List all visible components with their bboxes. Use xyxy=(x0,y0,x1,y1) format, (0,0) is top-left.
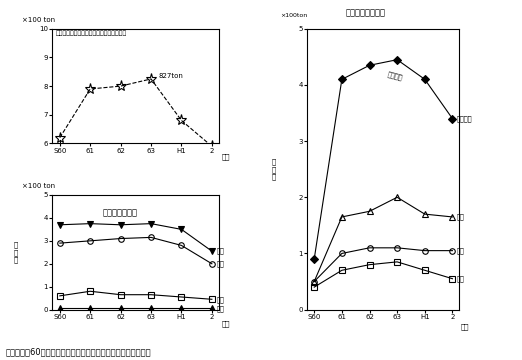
Text: 日本海岸: 日本海岸 xyxy=(457,115,472,122)
Text: 道計: 道計 xyxy=(217,248,224,255)
Text: 岐阜: 岐阜 xyxy=(457,213,465,220)
Text: 年次: 年次 xyxy=(221,154,230,161)
Text: ×100 ton: ×100 ton xyxy=(22,183,55,189)
Text: エゾバフンウニとキタムラサキウニの合計: エゾバフンウニとキタムラサキウニの合計 xyxy=(55,30,127,36)
Text: キタムラサキウニ: キタムラサキウニ xyxy=(346,9,385,18)
Text: 北季: 北季 xyxy=(457,275,465,282)
Text: 年次: 年次 xyxy=(461,323,469,330)
Text: 北計: 北計 xyxy=(217,260,224,267)
Text: 北季: 北季 xyxy=(217,296,224,303)
Text: 図３　昭和60年からのウニ漁獲量の推移（北海道現勢による）: 図３ 昭和60年からのウニ漁獲量の推移（北海道現勢による） xyxy=(5,347,151,356)
Text: 年次: 年次 xyxy=(221,320,230,327)
Text: 漁
獲
量: 漁 獲 量 xyxy=(13,241,18,263)
Text: 北系: 北系 xyxy=(457,247,465,254)
Text: 道系: 道系 xyxy=(217,305,224,312)
Text: 日本海岸: 日本海岸 xyxy=(386,71,403,81)
Text: ×100ton: ×100ton xyxy=(280,13,307,18)
Text: エゾバフンウニ: エゾバフンウニ xyxy=(102,209,137,218)
Text: ×100 ton: ×100 ton xyxy=(22,17,55,23)
Text: 漁
獲
量: 漁 獲 量 xyxy=(272,158,276,180)
Text: 827ton: 827ton xyxy=(159,72,184,78)
